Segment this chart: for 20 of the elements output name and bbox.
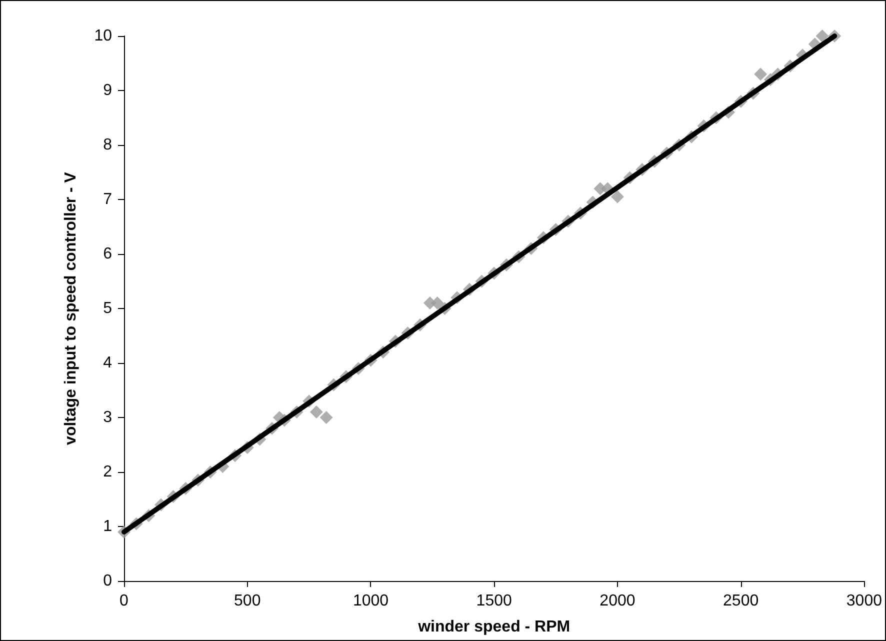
y-tick-label: 3: [103, 409, 112, 426]
y-tick-label: 0: [103, 572, 112, 590]
x-tick-label: 2500: [723, 592, 759, 610]
x-tick-label: 3000: [846, 592, 882, 610]
x-tick-label: 500: [234, 592, 261, 610]
y-tick-label: 4: [103, 354, 112, 372]
y-tick-label: 6: [103, 246, 112, 262]
x-tick-label: 1500: [476, 592, 512, 610]
y-tick-label: 1: [103, 518, 112, 535]
x-axis-title: winder speed - RPM: [417, 618, 570, 636]
y-tick-label: 8: [103, 136, 112, 154]
x-tick-label: 0: [120, 592, 129, 610]
y-tick-label: 5: [103, 300, 112, 317]
x-tick-label: 1000: [352, 592, 389, 610]
y-tick-label: 7: [103, 191, 112, 208]
y-axis-title: voltage input to speed controller - V: [62, 172, 80, 445]
y-tick-label: 9: [103, 82, 112, 99]
y-tick-label: 2: [103, 464, 112, 480]
x-tick-label: 2000: [600, 592, 636, 610]
y-tick-label: 10: [94, 28, 112, 44]
